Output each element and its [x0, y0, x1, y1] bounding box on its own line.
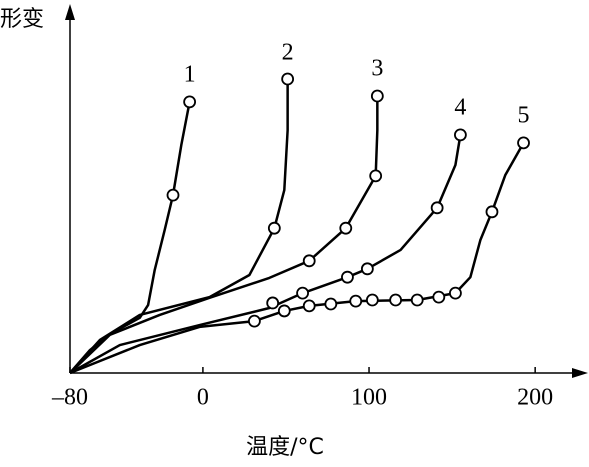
- marker: [339, 221, 353, 235]
- marker: [449, 286, 462, 300]
- marker: [166, 188, 180, 202]
- curve: [69, 80, 289, 374]
- marker: [370, 89, 384, 103]
- marker: [349, 294, 363, 308]
- curve-label: 4: [454, 94, 466, 120]
- marker: [183, 95, 197, 109]
- x-tick-label: –80: [51, 385, 88, 411]
- marker: [296, 286, 309, 300]
- curve-label: 5: [518, 102, 530, 128]
- marker: [485, 205, 499, 219]
- marker: [410, 293, 424, 307]
- curve-label: 3: [371, 56, 383, 82]
- x-tick-label: 100: [351, 385, 387, 411]
- marker: [248, 314, 261, 328]
- curve: [69, 134, 462, 375]
- curve: [69, 101, 191, 374]
- marker: [324, 297, 338, 311]
- marker: [267, 221, 281, 235]
- marker: [302, 299, 316, 313]
- y-axis-arrow: [65, 4, 75, 20]
- x-axis-label: 温度/°C: [246, 435, 324, 460]
- curve: [69, 96, 379, 374]
- marker: [302, 254, 316, 268]
- marker: [360, 262, 374, 276]
- y-axis-label: 形变: [0, 7, 44, 32]
- curve-label: 2: [282, 40, 294, 66]
- marker: [369, 169, 383, 183]
- x-axis-arrow: [572, 368, 588, 378]
- curve-label: 1: [184, 61, 196, 87]
- marker: [454, 128, 467, 142]
- marker: [341, 270, 354, 284]
- marker: [389, 293, 403, 307]
- x-tick-label: 0: [197, 385, 209, 411]
- marker: [365, 293, 379, 307]
- curve: [69, 142, 525, 375]
- marker: [277, 304, 291, 318]
- marker: [517, 136, 530, 150]
- marker: [430, 201, 444, 215]
- x-tick-label: 200: [517, 385, 553, 411]
- marker: [432, 290, 446, 304]
- marker: [281, 72, 295, 86]
- marker: [266, 296, 280, 310]
